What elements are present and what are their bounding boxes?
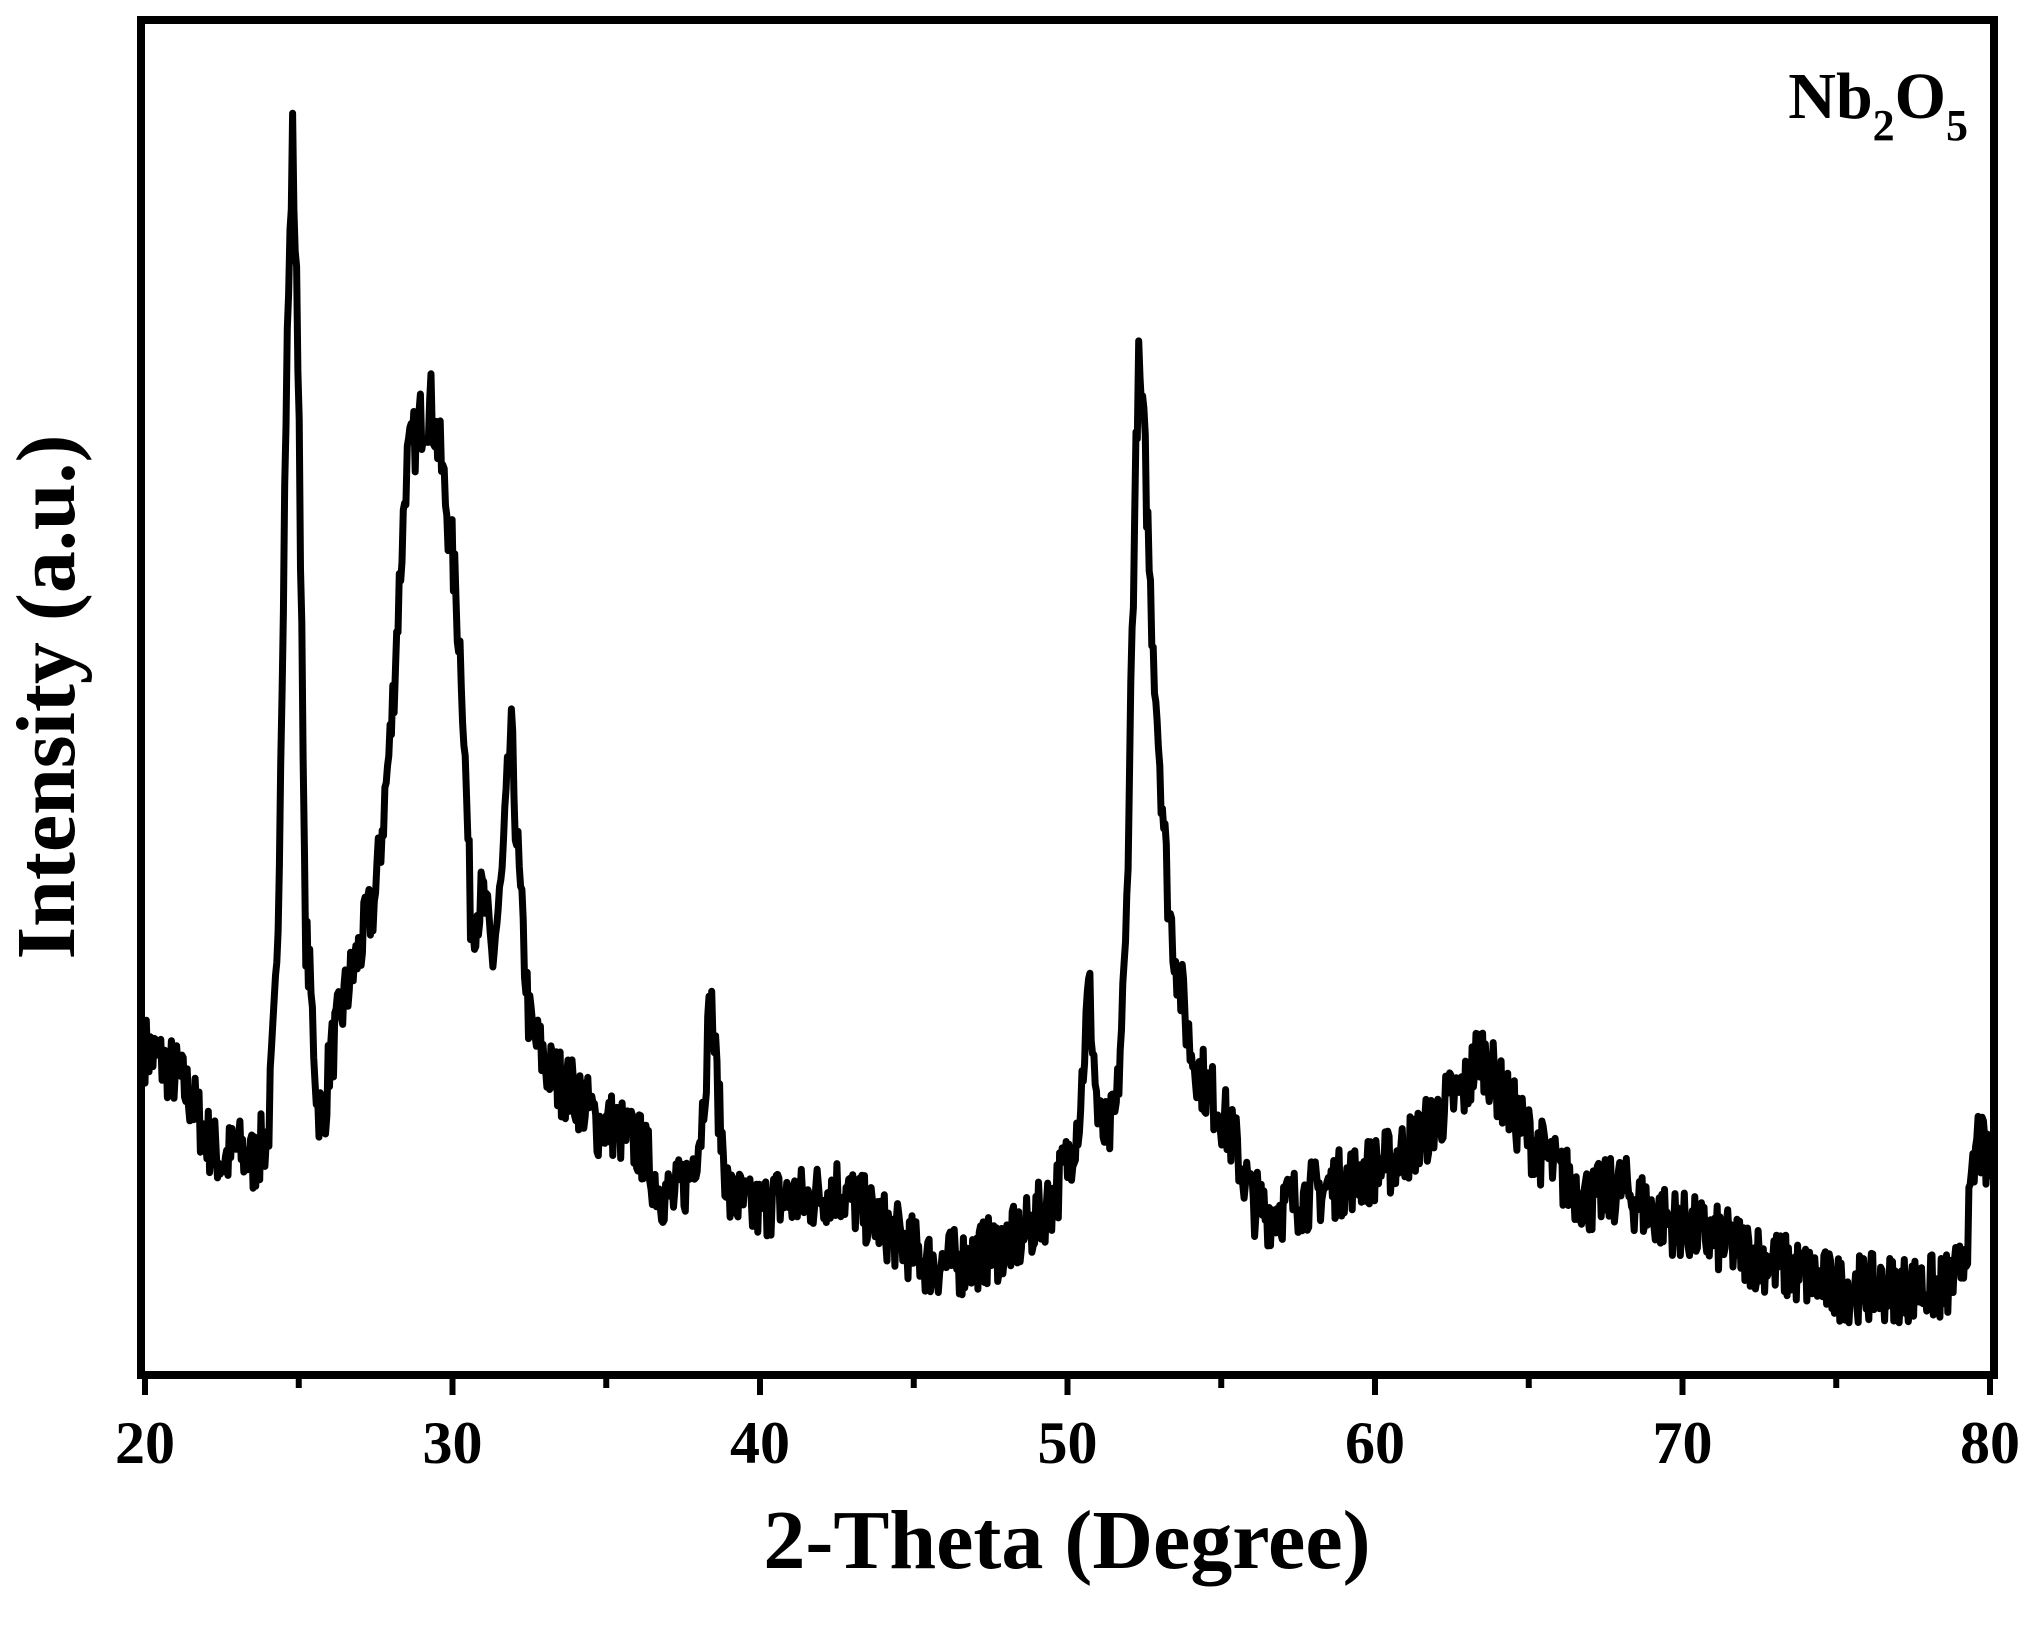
- series-line: [141, 109, 1994, 1327]
- sample-label-sub2: 5: [1946, 101, 1968, 150]
- sample-label-mid: O: [1895, 60, 1946, 133]
- x-axis-tick-labels: 20 30 40 50 60 70 80: [115, 1410, 2020, 1476]
- x-tick-label: 60: [1345, 1410, 1405, 1476]
- plot-frame: [137, 16, 1998, 1379]
- x-tick-label: 80: [1960, 1410, 2020, 1476]
- x-tick-label: 40: [730, 1410, 790, 1476]
- x-tick-label: 50: [1038, 1410, 1098, 1476]
- x-tick-label: 70: [1653, 1410, 1713, 1476]
- sample-label-sub1: 2: [1873, 101, 1895, 150]
- x-axis-title: 2-Theta (Degree): [763, 1494, 1370, 1587]
- x-tick-label: 30: [423, 1410, 483, 1476]
- sample-label: Nb2O5: [1788, 60, 1968, 150]
- y-axis-title: Intensity (a.u.): [0, 434, 93, 959]
- x-tick-label: 20: [115, 1410, 175, 1476]
- sample-label-base: Nb: [1788, 60, 1872, 133]
